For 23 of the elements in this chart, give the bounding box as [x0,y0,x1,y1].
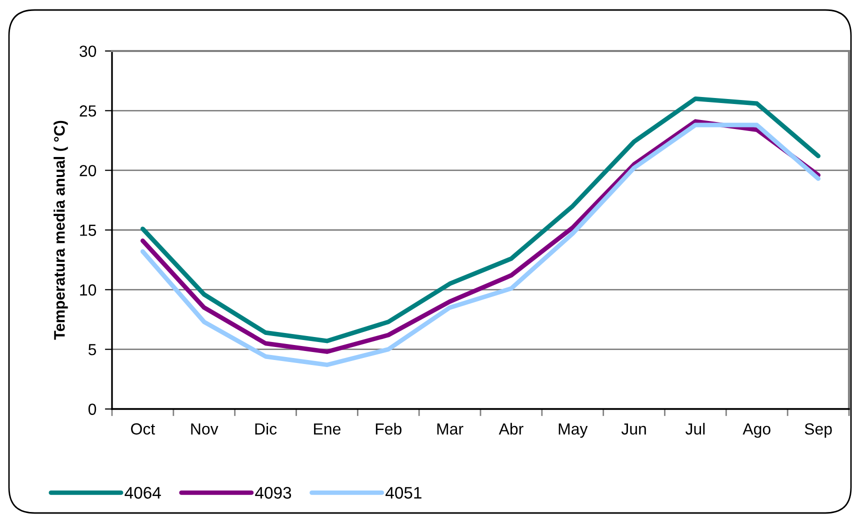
y-tick-label: 5 [88,344,96,356]
legend-label: 4093 [255,486,292,499]
x-tick-label: Ene [314,423,340,435]
x-tick-label: Jul [686,422,705,435]
x-tick-label: Feb [376,422,402,435]
y-tick-label: 10 [80,284,96,296]
x-tick-label: Oct [131,423,156,435]
x-tick-label: Mar [437,423,464,435]
legend-label: 4064 [124,486,161,499]
legend-label: 4051 [386,486,422,499]
y-tick-label: 15 [80,224,96,236]
y-tick-label: 30 [80,46,96,57]
x-tick-label: Jun [621,423,646,435]
y-axis-title: Temperatura media anual ( °C) [54,120,68,340]
x-tick-label: Ago [742,423,770,438]
x-tick-label: Abr [498,422,524,435]
x-tick-label: Nov [191,423,218,435]
x-tick-label: May [558,423,588,438]
x-tick-label: Sep [804,423,832,438]
y-tick-label: 0 [88,404,96,415]
y-tick-label: 25 [80,105,96,117]
y-tick-label: 20 [80,164,96,176]
x-tick-label: Dic [255,422,277,435]
